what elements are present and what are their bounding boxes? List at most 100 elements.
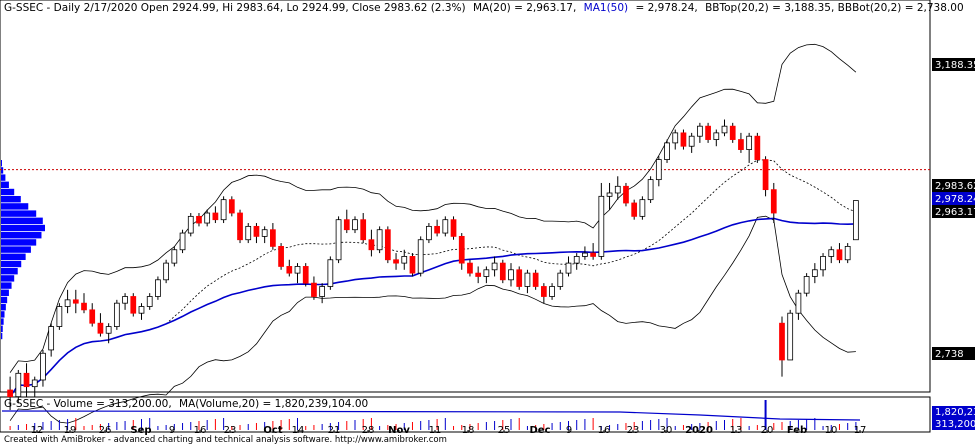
x-tick-label: 17 [854,425,867,436]
volume-profile-bar [1,239,37,246]
volume-panel [0,396,931,433]
candle-body [573,256,580,264]
candle-body [72,299,79,304]
candle-body [376,229,383,251]
candle-body [23,372,30,388]
x-tick-label: 18 [462,425,475,436]
bollinger-top-line [9,43,857,373]
candle-body [779,322,785,361]
price-label-ma50: 2,978.24 [932,192,975,205]
candle-body [155,279,161,297]
volume-profile-bar [1,304,6,311]
candle-body [89,309,96,324]
candle-body [524,272,531,287]
candle-body [746,135,753,150]
x-tick-label: 25 [498,425,511,436]
candle-body [721,125,728,134]
candle-body [787,312,794,361]
candle-body [245,225,252,241]
candle-body [688,135,695,147]
candle-body [31,379,38,388]
x-axis: 12 19 26 Sep 9 16 23 Oct 14 21 28 Nov 11 18 25 Dec 9 16 23… [31,425,867,436]
candle-body [286,266,293,274]
x-tick-label: 30 [660,425,673,436]
candle-body [15,372,22,398]
x-tick-label: 13 [730,425,743,436]
volume-profile-bar [1,296,8,304]
volume-profile-bar [1,318,4,325]
x-tick-label: 19 [64,425,77,436]
candle-body [458,235,465,264]
candle-body [278,246,284,267]
candle-body [565,262,572,274]
x-tick-label: 9 [169,425,175,436]
x-tick-label: 26 [99,425,112,436]
candle-body [582,252,588,257]
candle-body [836,249,843,261]
bollinger-bottom-line [9,215,856,424]
volume-profile-bar [1,196,21,203]
candle-body [680,132,687,147]
candle-body [639,199,646,217]
candle-body [713,132,720,140]
svg-text:313,200: 313,200 [935,419,975,430]
candle-body [401,256,408,264]
candle-body [163,262,169,281]
candle-body [614,185,621,194]
candle-body [803,276,810,294]
candle-body [729,125,736,140]
volume-profile-bar [1,325,3,332]
x-tick-label: Feb [787,425,807,436]
candle-body [738,139,744,150]
candle-body [48,326,55,351]
x-tick-label: 12 [31,425,44,436]
candle-body [417,239,424,274]
candle-body [56,306,63,327]
candle-body [270,229,276,247]
volume-profile-bar [1,268,18,275]
x-tick-label: 16 [194,425,207,436]
x-tick-label: 21 [328,425,341,436]
candle-body [220,199,227,221]
candle-body [442,219,449,234]
candle-body [795,292,802,314]
candle-body [590,252,596,257]
volume-profile-bar [1,253,26,260]
x-tick-label: Oct [263,425,282,436]
candle-body [491,262,498,271]
candle-body [532,272,539,287]
ma50-line [9,217,856,398]
candle-body [40,352,46,381]
candle-body [853,200,859,241]
candle-body [237,212,243,241]
candle-body [606,192,613,197]
x-tick-label: Dec [529,425,550,436]
candle-body [179,232,186,251]
price-label-close: 2,983.62 [932,179,975,192]
candles [7,119,859,411]
candle-body [146,296,153,307]
candle-body [549,286,555,297]
candle-body [475,272,482,277]
x-tick-label: 14 [292,425,305,436]
candle-body [212,212,219,221]
volume-profile-bar [1,188,15,196]
candle-body [7,389,13,398]
candle-body [113,302,120,327]
candle-body [196,215,202,224]
candle-body [647,179,654,201]
price-label-bb-top: 3,188.35 [932,58,975,71]
volume-profile-bar [1,224,45,232]
svg-text:1,820,239: 1,820,239 [935,407,975,418]
candle-body [770,189,777,214]
volume-profile-bar [1,260,22,268]
x-tick-label: 11 [429,425,442,436]
volume-profile-bar [1,203,29,210]
candle-body [122,296,128,304]
ma50-label: MA1(50) [584,2,628,14]
volume-profile-bar [1,210,37,217]
candle-body [228,199,235,214]
x-tick-label: 20 [761,425,774,436]
